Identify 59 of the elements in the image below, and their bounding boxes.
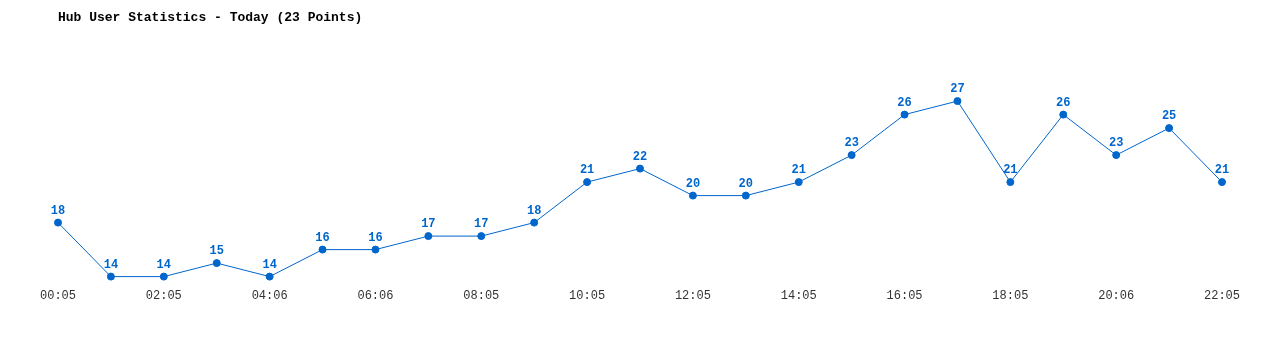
- data-label: 26: [1056, 95, 1071, 110]
- data-label: 26: [897, 95, 912, 110]
- x-tick-label: 00:05: [39, 288, 77, 303]
- x-tick-label: 12:05: [674, 288, 711, 303]
- point: [1006, 178, 1015, 187]
- x-tick-label: 14:05: [780, 288, 817, 303]
- point: [371, 245, 380, 254]
- x-tick-label: 04:06: [251, 288, 288, 303]
- x-tick-label: 16:05: [886, 288, 923, 303]
- data-label: 23: [844, 136, 859, 151]
- point: [636, 164, 644, 173]
- x-tick-label: 10:05: [569, 288, 606, 303]
- data-label: 14: [262, 257, 277, 272]
- data-label: 15: [209, 244, 224, 259]
- data-label: 23: [1108, 136, 1124, 151]
- data-label: 14: [156, 257, 172, 272]
- data-label: 16: [315, 230, 330, 245]
- data-label: 16: [368, 230, 383, 245]
- point: [106, 272, 115, 281]
- data-label: 21: [791, 163, 806, 178]
- data-label: 27: [950, 82, 965, 97]
- point: [424, 232, 433, 241]
- data-label: 21: [1214, 163, 1230, 178]
- x-tick-label: 06:06: [357, 288, 394, 303]
- data-label: 17: [474, 217, 489, 232]
- point: [54, 218, 62, 227]
- x-tick-label: 08:05: [463, 288, 500, 303]
- point: [794, 178, 803, 187]
- data-label: 22: [632, 149, 648, 164]
- point: [1112, 151, 1121, 160]
- data-label: 20: [685, 176, 701, 191]
- x-tick-label: 22:05: [1203, 288, 1241, 303]
- point: [477, 232, 486, 241]
- data-label: 21: [579, 163, 595, 178]
- data-label: 25: [1161, 109, 1177, 124]
- data-label: 18: [50, 203, 66, 218]
- x-tick-label: 18:05: [992, 288, 1029, 303]
- data-label: 21: [1003, 163, 1018, 178]
- point: [688, 191, 697, 200]
- x-tick-label: 02:05: [145, 288, 182, 303]
- point: [1059, 110, 1068, 119]
- point: [583, 178, 592, 187]
- point: [265, 272, 274, 281]
- point: [741, 191, 750, 200]
- point: [847, 151, 856, 160]
- x-tick-label: 20:06: [1098, 288, 1135, 303]
- data-label: 17: [421, 217, 436, 232]
- point: [900, 110, 909, 119]
- chart-title: Hub User Statistics - Today (23 Points): [58, 10, 363, 26]
- point: [953, 97, 962, 106]
- point: [1165, 124, 1174, 133]
- data-label: 20: [738, 176, 754, 191]
- point: [318, 245, 327, 254]
- point: [1218, 178, 1226, 187]
- point: [159, 272, 168, 281]
- point: [530, 218, 539, 227]
- data-label: 18: [526, 203, 542, 218]
- data-label: 14: [103, 257, 119, 272]
- point: [212, 259, 221, 268]
